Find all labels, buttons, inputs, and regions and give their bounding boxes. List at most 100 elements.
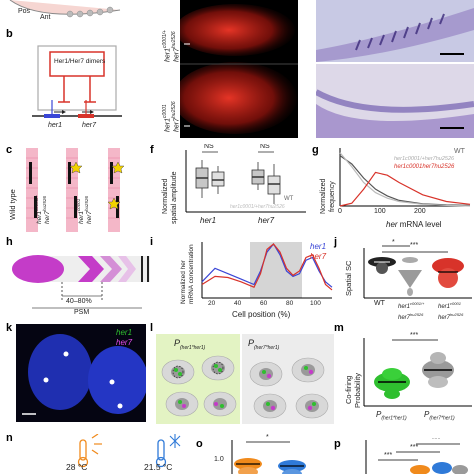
insitu-embryo-bottom — [316, 64, 474, 138]
wild-type-label: Wild type — [8, 189, 17, 220]
panel-letter-p: p — [334, 438, 341, 450]
g-tick-0: 0 — [338, 208, 342, 215]
panel-f-ylabel: Normalized — [162, 178, 169, 214]
panel-p-plot — [365, 440, 468, 474]
chromosome-diagram — [26, 148, 125, 232]
panel-letter-h: h — [6, 236, 13, 248]
i-tick-20: 20 — [208, 300, 216, 307]
x-label-her1: her1 — [200, 216, 217, 225]
embryo-stain-top — [316, 8, 474, 62]
panel-p-beeswarm: *** *** *** — [356, 438, 474, 474]
x-label-her7: her7 — [258, 216, 275, 225]
panel-letter-b: b — [6, 28, 13, 40]
panel-c-chromosomes — [16, 148, 142, 232]
i-tick-40: 40 — [234, 300, 242, 307]
j-sig-2: *** — [410, 242, 419, 249]
insitu-embryo-top — [316, 0, 474, 62]
m-x1: P(her1*her1) — [376, 410, 407, 422]
g-tick-200: 200 — [414, 208, 426, 215]
sun-thermometer-icon — [77, 434, 102, 468]
p-sig-2: *** — [410, 444, 419, 451]
panel-letter-k: k — [6, 322, 13, 334]
panel-b-schematic: Her1/Her7 dimers her1 her7 — [16, 36, 138, 136]
p-sig-3: *** — [432, 438, 441, 443]
fluor-bottom-genotype: her1c0001 — [162, 104, 172, 132]
g-legend-wt: WT — [454, 148, 465, 155]
ns-annotation-2: NS — [260, 144, 270, 150]
panel-letter-o: o — [196, 438, 203, 450]
embryo-tail-sketch — [9, 0, 121, 18]
i-tick-60: 60 — [260, 300, 268, 307]
mrna-level-distribution — [339, 148, 471, 207]
panel-f-boxplot: NS NS her1 her7 WT her1c0001/+her7hu2526 — [160, 144, 310, 234]
panel-m-ylabel-2: Probability — [353, 372, 362, 408]
g-legend-het: her1c0001/+her7hu2526 — [394, 156, 455, 162]
panel-i-ylabel-2: mRNA concentration — [188, 244, 195, 304]
cofiring-beeswarm — [363, 338, 472, 407]
genotype-mut-label-2: her7hu2526 — [84, 195, 94, 224]
fluor-top-genotype-2: her7hu2526 — [171, 31, 181, 62]
cells-her7-her1 — [249, 357, 329, 419]
series-line-3 — [339, 171, 471, 207]
legend-wt: WT — [284, 196, 294, 202]
series-line-2 — [339, 152, 471, 207]
l-right-title: P(her7*her1) — [248, 338, 280, 351]
series-line-1 — [201, 242, 333, 288]
k-legend-her1: her1 — [116, 328, 133, 337]
panel-g-distribution: 0 100 200 her mRNA level WT her1c0001/+h… — [334, 144, 474, 236]
panel-l-left: P(her1*her1) — [156, 334, 240, 424]
i-legend-her1: her1 — [310, 242, 327, 251]
psm-label: PSM — [74, 309, 90, 316]
genotype-het-label-2: her7hu2526 — [42, 195, 52, 224]
panel-b-fluorescence — [180, 0, 298, 138]
spatial-sc-beeswarm — [363, 245, 472, 299]
panel-letter-i: i — [150, 236, 154, 248]
o-tick: 1.0 — [214, 456, 224, 463]
panel-g-ylabel-2: frequency — [329, 181, 336, 212]
series-line-2 — [201, 243, 333, 291]
cells-her1-her1 — [161, 355, 237, 417]
g-tick-100: 100 — [374, 208, 386, 215]
panel-a-diagram: Pos Ant — [0, 0, 140, 28]
panel-o-plot — [231, 440, 306, 474]
legend-mutant: her1c0001/+her7hu2526 — [230, 204, 285, 210]
m-sig: *** — [410, 332, 419, 339]
j-x-mut: her1c0001 her7hu2526 — [438, 301, 464, 321]
dimers-title: Her1/Her7 dimers — [54, 58, 106, 65]
panel-k-microscopy: her1 her7 — [16, 324, 146, 422]
panel-o-beeswarm: * 1.0 — [210, 434, 332, 474]
panel-h-psm: 40–80% PSM — [8, 246, 154, 318]
spatial-amplitude-boxplot — [185, 150, 306, 213]
panel-g-ylabel: Normalized — [320, 178, 327, 214]
p-sig-1: *** — [384, 452, 393, 459]
panel-letter-l: l — [150, 322, 154, 334]
nuclei-image — [22, 334, 146, 415]
g-xlabel: her mRNA level — [386, 220, 442, 229]
k-legend-her7: her7 — [116, 338, 133, 347]
panel-l-right: P(her7*her1) — [242, 334, 334, 424]
panel-j-beeswarm: * *** WT her1c0001/+ her7hu2526 her1c000… — [358, 238, 474, 322]
o-sig: * — [266, 434, 269, 441]
panel-letter-m: m — [334, 322, 344, 334]
psm-chevron-diagram — [12, 255, 150, 309]
panel-j-ylabel: Spatial SC — [344, 260, 353, 296]
gene-her7-label: her7 — [82, 122, 97, 129]
temp-21-5: 21.5 °C — [144, 462, 173, 472]
i-xlabel: Cell position (%) — [232, 310, 291, 319]
ant-label: Ant — [40, 14, 51, 21]
panel-letter-f: f — [150, 144, 154, 156]
ns-annotation-1: NS — [204, 144, 214, 150]
temp-28: 28 °C — [66, 462, 88, 472]
i-tick-100: 100 — [310, 300, 321, 307]
panel-m-ylabel: Co-firing — [344, 375, 353, 404]
j-x-het: her1c0001/+ her7hu2526 — [398, 301, 425, 321]
g-legend-mut: her1c0001her7hu2526 — [394, 164, 455, 170]
panel-f-ylabel-2: spatial amplitude — [171, 171, 178, 224]
gene-her1-label: her1 — [48, 122, 63, 129]
i-tick-80: 80 — [286, 300, 294, 307]
shaded-region — [250, 242, 302, 298]
m-x2: P(her7*her1) — [424, 410, 455, 422]
snow-thermometer-icon — [155, 434, 181, 468]
panel-i-ylabel: Normalized her — [180, 259, 187, 304]
panel-letter-n: n — [6, 432, 13, 444]
